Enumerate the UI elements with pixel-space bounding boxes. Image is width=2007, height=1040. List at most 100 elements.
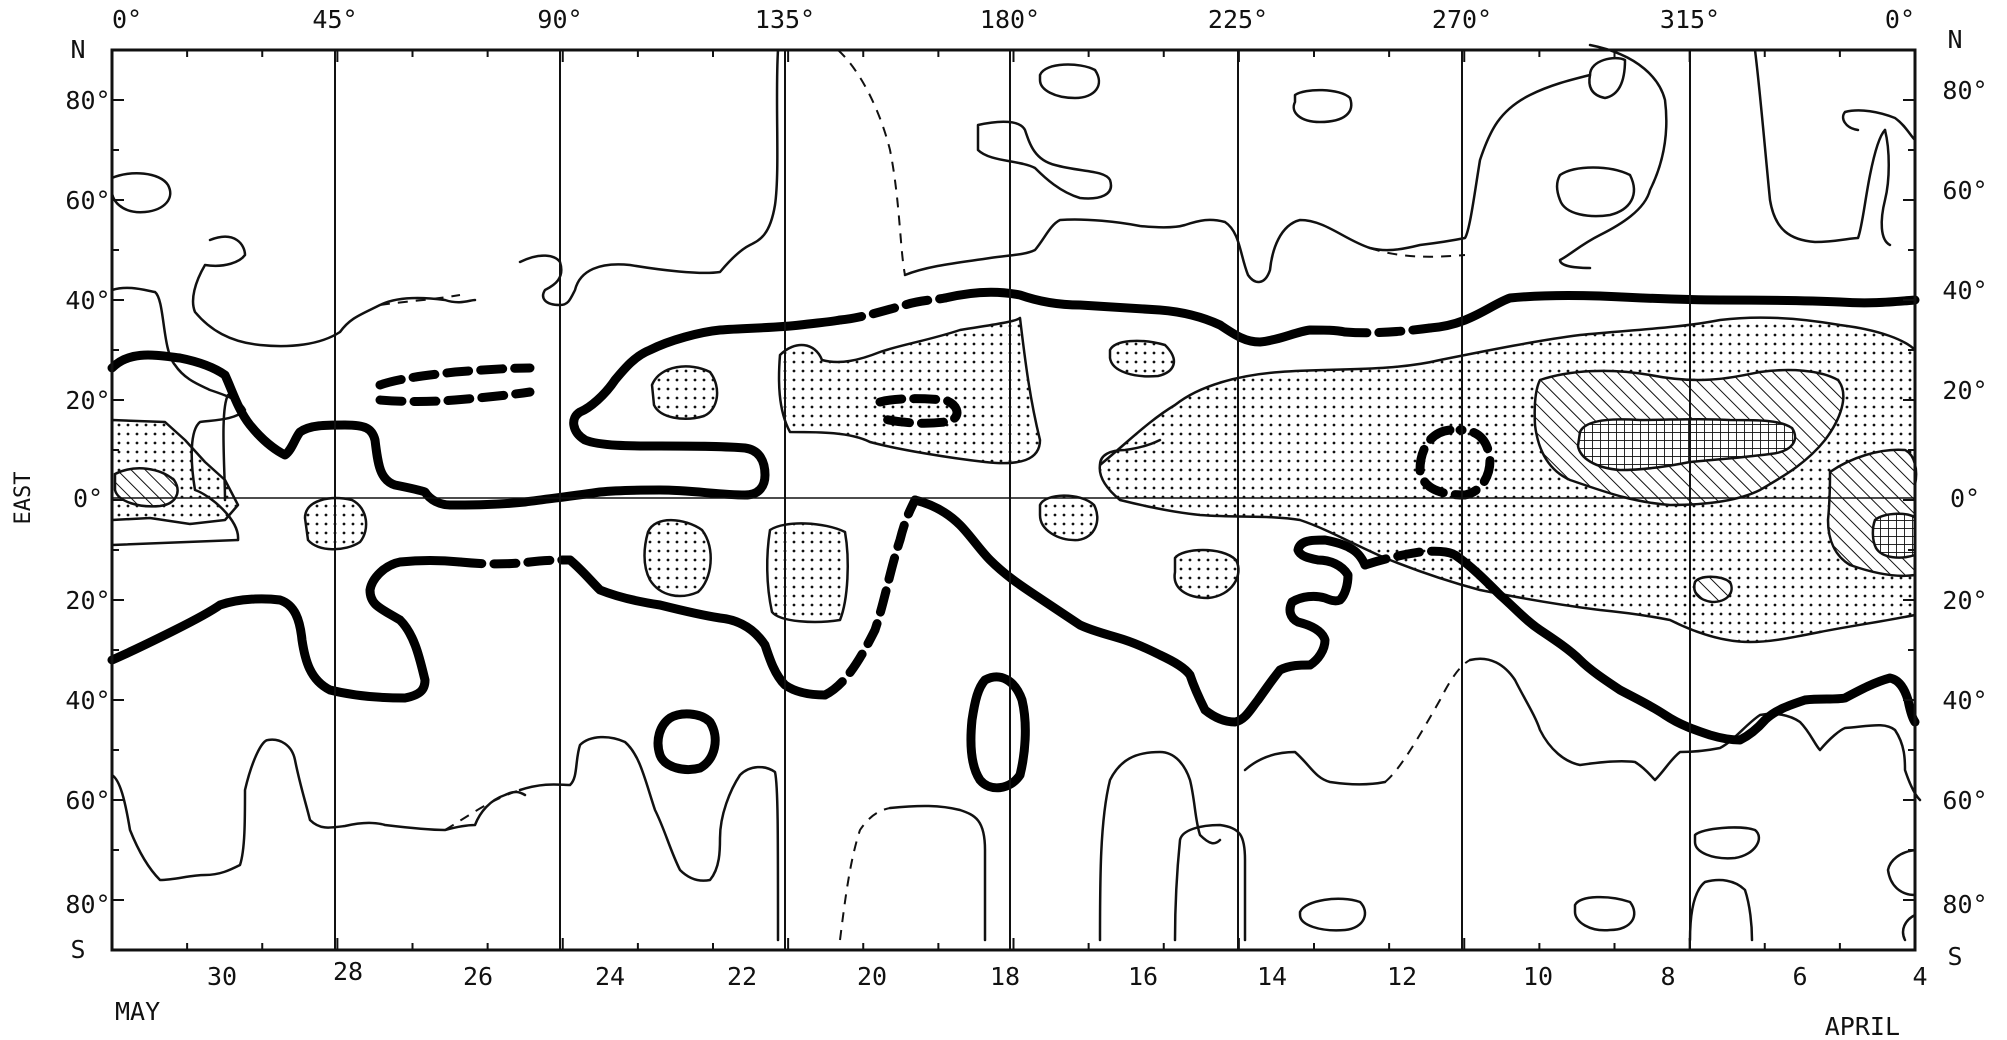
thin-contour-11 [1038,63,1101,100]
thin-contours [110,43,1922,942]
thin-contour-24 [839,807,891,941]
bottom-tick-label: 10 [1523,962,1553,991]
thick-contour-1 [107,315,845,510]
stipple-blob-17-north [1108,339,1176,378]
thin-contour-2 [110,286,247,542]
left-tick-label: 60° [65,186,110,215]
thick-contour-16 [1450,550,1920,745]
thin-contour-32 [1573,895,1636,932]
bottom-tick-label: 16 [1128,962,1158,991]
thin-contour-15 [1555,166,1636,218]
month-label-april: APRIL [1825,1012,1900,1040]
bottom-tick-label: 20 [857,962,887,991]
bottom-tick-label: 6 [1792,962,1807,991]
thin-contour-29 [1384,659,1471,783]
top-tick-label: 225° [1208,5,1268,34]
grid [112,50,1915,950]
thick-contour-12 [820,495,920,700]
bottom-tick-label: 24 [595,962,625,991]
top-axis: 0° 45° 90° 135° 180° 225° 270° 315° 0° [112,5,1915,34]
thin-contour-30 [1468,657,1922,802]
thin-contour-18 [1841,109,1917,142]
thin-contour-3 [222,393,230,502]
thin-contour-22 [444,789,521,831]
hatch-blob-8-south [1693,575,1733,604]
thin-contour-8 [837,49,906,276]
thick-contour-9 [107,556,465,703]
top-tick-label: 180° [980,5,1040,34]
stipple-region-21 [777,316,1042,465]
thin-contour-27 [1173,823,1247,942]
right-tick-label: 20° [1942,586,1987,615]
thin-contour-7 [518,48,780,307]
thin-contour-20 [1098,438,1162,467]
thin-contour-5 [191,235,477,348]
stipple-blob-18-south [1038,494,1099,542]
thin-contour-13 [1292,88,1353,124]
right-tick-label: 80° [1942,76,1987,105]
thick-contour-10 [455,555,575,569]
left-tick-label: 0° [73,484,103,513]
thin-contour-35 [1886,848,1917,897]
bottom-tick-label: 28 [333,957,363,986]
thin-contour-33 [1693,826,1761,860]
thin-contour-9 [903,73,1592,284]
top-tick-label: 90° [537,5,582,34]
thick-contour-14 [1285,535,1370,670]
thin-contour-26 [1098,750,1222,942]
stipple-blob-21-south [765,522,849,624]
right-tick-label: 80° [1942,890,1987,919]
thin-contour-31 [1298,897,1367,932]
left-tick-label: S [70,935,85,964]
thin-contour-21 [110,738,527,882]
right-tick-label: 20° [1942,376,1987,405]
thin-contour-16 [1558,43,1668,270]
thin-contour-6 [379,294,461,306]
top-tick-label: 315° [1660,5,1720,34]
right-tick-label: N [1947,25,1962,54]
thin-contour-23 [518,735,780,942]
tick-marks [111,49,1916,951]
thin-contour-14 [1588,56,1627,100]
bottom-tick-label: 4 [1912,962,1927,991]
bottom-tick-label: 30 [207,962,237,991]
thick-contour-2 [835,293,950,325]
thin-contour-19 [1880,128,1892,247]
crosshatch-region-east-main [1576,417,1797,472]
thick-contour-15 [1360,546,1460,570]
bottom-tick-label: 8 [1660,962,1675,991]
right-tick-label: 40° [1942,276,1987,305]
top-tick-label: 135° [755,5,815,34]
y-axis-title: EAST [11,472,36,525]
stipple-blob-22 [643,518,712,598]
thick-contour-3 [940,287,1350,347]
bottom-tick-label: 12 [1387,962,1417,991]
top-tick-label: 45° [312,5,357,34]
thick-contour-17 [653,709,720,774]
left-tick-label: N [70,35,85,64]
right-tick-label: S [1947,942,1962,971]
thick-contour-18 [966,672,1030,793]
thin-contour-4 [110,538,240,547]
thin-contour-34 [1688,878,1754,942]
stipple-blob-24 [650,365,719,420]
thick-contour-13 [910,495,1315,727]
left-tick-label: 20° [65,386,110,415]
thin-contour-12 [976,120,1113,200]
left-tick-label: 80° [65,890,110,919]
left-tick-label: 40° [65,686,110,715]
crosshatch-region-east-edge [1871,512,1917,559]
thick-contour-5 [1425,290,1920,333]
right-tick-label: 60° [1942,176,1987,205]
hatch-region-west [113,467,179,508]
thick-contour-4 [1340,323,1435,338]
thin-contour-10 [1369,247,1466,258]
month-label-may: MAY [115,997,160,1026]
thick-contour-6 [375,363,535,406]
bottom-tick-label: 14 [1257,962,1287,991]
top-tick-label: 0° [112,5,142,34]
right-tick-label: 60° [1942,786,1987,815]
bottom-axis: 30 28 26 24 22 20 18 16 14 12 10 8 6 4 M… [115,957,1928,1040]
shaded-regions [110,316,1918,644]
